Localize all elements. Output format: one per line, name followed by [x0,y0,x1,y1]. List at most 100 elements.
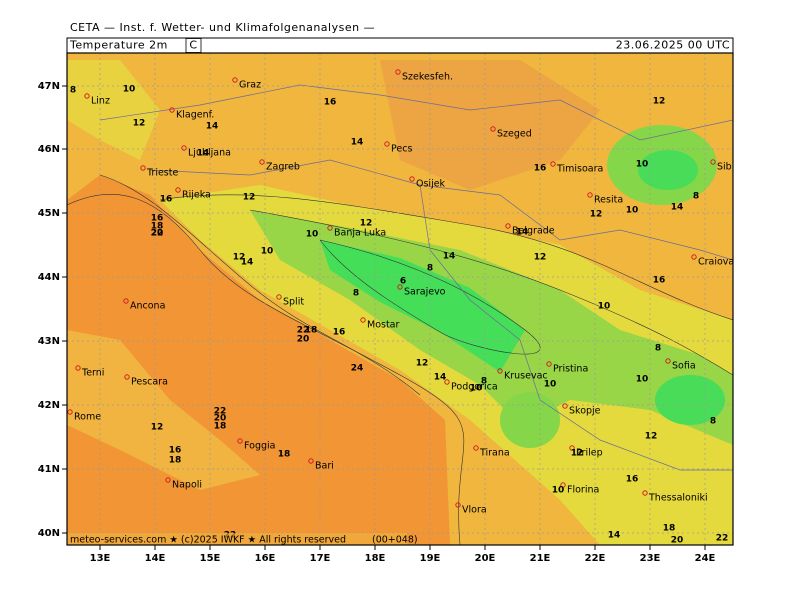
city-marker [397,284,403,290]
field [67,60,160,160]
city-label: Prilep [576,448,603,459]
title: Temperature 2m [69,39,168,52]
contour-label: 8 [693,192,699,202]
lat-label: 40N [38,528,60,539]
lat-label: 45N [38,208,60,219]
lon-label: 16E [255,553,276,564]
contour-label: 22 [151,229,164,239]
border [419,184,733,471]
city-marker [237,438,243,444]
field [500,392,560,448]
contour-label: 22 [716,534,729,544]
city-label: Florina [567,485,599,496]
city-marker [665,358,671,364]
contour-label: 18 [169,456,182,466]
city-label: Zagreb [266,162,300,173]
contour-label: 24 [351,364,364,374]
lon-label: 20E [475,553,496,564]
border [149,159,733,261]
contour-label: 12 [534,253,547,263]
frame [66,52,734,546]
lon-label: 24E [695,553,716,564]
city-label: Belgrade [512,226,555,237]
city-marker [327,225,333,231]
contour-label: 14 [516,228,529,238]
city-marker [84,93,90,99]
city-label: Sarajevo [404,287,446,298]
contour-label: 14 [434,373,447,383]
city-label: Sibiu [717,162,740,173]
contour-label: 12 [133,119,146,129]
contour-label: 8 [710,417,716,427]
city-marker [169,107,175,113]
city-marker [710,159,716,165]
city-label: Craiova [698,257,734,268]
isoline [159,194,733,321]
city-label: Resita [594,195,623,206]
contour-label: 6 [400,277,406,287]
isoline [249,209,733,376]
contour-label: 14 [443,252,456,262]
isoline [67,193,465,545]
valid-time: 23.06.2025 00 UTC [616,39,730,52]
city-label: Klagenf. [176,110,214,121]
lon-label: 14E [145,553,166,564]
city-marker [550,161,556,167]
city-label: Ancona [130,301,165,312]
header: CETA — Inst. f. Wetter- und Klimafolgena… [70,21,375,34]
contour-label: 16 [333,328,346,338]
contour-label: 16 [160,195,173,205]
city-label: Szeged [497,129,532,140]
contour-label: 18 [278,450,291,460]
city-marker [562,403,568,409]
lon-label: 17E [310,553,331,564]
city-label: Pecs [391,144,412,155]
contour-label: 12 [416,359,429,369]
contour-label: 20 [671,536,684,546]
city-marker [140,165,146,171]
contour-label: 10 [123,85,136,95]
city-label: Osijek [416,179,446,190]
contour-label: 22 [214,407,227,417]
isoline [319,239,541,355]
city-marker [455,502,461,508]
city-label: Foggia [244,441,275,452]
city-label: Thessaloniki [648,493,708,504]
field [320,240,525,372]
contour-label: 8 [655,344,661,354]
contour-label: 20 [214,414,227,424]
contour-label: 10 [470,384,483,394]
contour-label: 12 [571,449,584,459]
contour-label: 18 [151,222,164,232]
city-marker [384,141,390,147]
contour-label: 12 [360,219,373,229]
city-label: Rome [74,412,101,423]
footer-bg [67,533,407,545]
lon-label: 19E [420,553,441,564]
contour-label: 14 [241,258,254,268]
contour-label: 12 [590,210,603,220]
city-label: Tirana [479,448,510,459]
grid [67,53,733,545]
city-label: Banja Luka [334,228,386,239]
lat-label: 42N [38,400,60,411]
city-label: Pristina [553,364,588,375]
lon-label: 13E [90,553,111,564]
contour-label: 12 [653,97,666,107]
lon-label: 18E [365,553,386,564]
contour-label: 10 [636,375,649,385]
city-label: Graz [239,80,261,91]
lat-label: 43N [38,336,60,347]
city-marker [67,409,73,415]
city-label: Vlora [462,505,487,516]
city-label: Sofia [672,361,696,372]
city-label: Timisoara [556,164,603,175]
contour-label: 22 [297,326,310,336]
contour-label: 16 [653,276,666,286]
city-marker [587,192,593,198]
lon-label: 15E [200,553,221,564]
contour-label: 8 [70,86,76,96]
